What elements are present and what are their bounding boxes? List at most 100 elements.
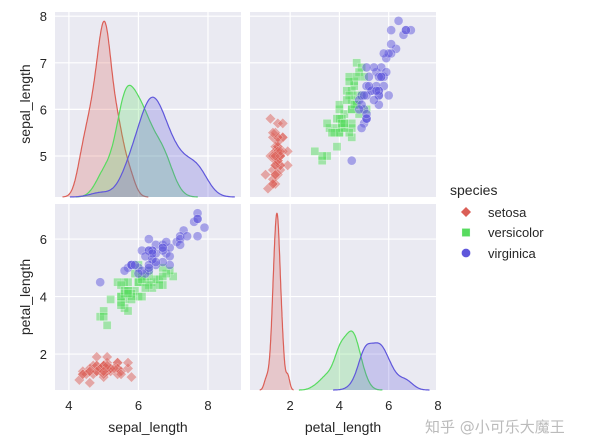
watermark: 知乎 @小可乐大魔王 — [425, 418, 565, 436]
point-virginica — [376, 72, 387, 82]
point-virginica — [346, 155, 357, 166]
y-axis-label-sepal: sepal_length — [17, 64, 33, 143]
y-tick-label: 5 — [40, 149, 47, 164]
point-versicolor — [317, 151, 327, 161]
point-virginica — [140, 251, 151, 262]
point-setosa — [84, 377, 96, 389]
point-virginica — [401, 25, 411, 35]
point-setosa — [264, 113, 276, 125]
kde-fill-setosa-petal_length — [259, 213, 294, 390]
x-tick-label: 6 — [385, 398, 392, 413]
point-setosa — [259, 169, 272, 181]
kde-fill-setosa-sepal_length — [62, 21, 149, 197]
point-virginica — [144, 263, 154, 273]
point-virginica — [386, 25, 396, 35]
y-axis-label-petal: petal_length — [17, 259, 33, 335]
x-axis-label-petal: petal_length — [305, 419, 381, 435]
point-virginica — [199, 222, 210, 233]
point-versicolor — [102, 321, 112, 330]
point-setosa — [272, 136, 284, 148]
point-virginica — [361, 109, 372, 119]
point-virginica — [386, 39, 396, 49]
point-virginica — [371, 86, 382, 96]
point-virginica — [361, 62, 372, 73]
point-versicolor — [322, 119, 332, 128]
point-virginica — [393, 16, 404, 26]
point-virginica — [364, 72, 374, 82]
legend-label-virginica: virginica — [488, 246, 536, 261]
point-virginica — [158, 242, 168, 253]
point-setosa — [98, 365, 110, 377]
point-versicolor — [137, 292, 147, 301]
point-setosa — [122, 362, 134, 374]
kde-line-setosa-sepal_length — [62, 20, 149, 198]
point-versicolor — [352, 58, 361, 68]
point-versicolor — [335, 128, 344, 137]
x-tick-label: 2 — [287, 398, 294, 413]
point-virginica — [182, 231, 192, 241]
point-setosa — [267, 178, 279, 190]
point-versicolor — [344, 128, 354, 137]
kde-line-virginica-sepal_length — [69, 96, 235, 198]
legend-label-setosa: setosa — [488, 205, 527, 220]
point-versicolor — [116, 300, 126, 310]
point-versicolor — [106, 295, 115, 304]
kde-line-virginica-petal_length — [333, 342, 430, 391]
kde-fill-versicolor-sepal_length — [75, 85, 198, 197]
point-virginica — [175, 240, 185, 250]
point-virginica — [369, 95, 379, 105]
point-setosa — [277, 117, 289, 129]
point-versicolor — [123, 289, 133, 298]
point-virginica — [383, 90, 394, 101]
kde-line-setosa-petal_length — [259, 212, 294, 391]
point-versicolor — [123, 306, 133, 316]
y-tick-label: 6 — [40, 102, 47, 117]
legend-title: species — [450, 182, 497, 198]
legend-marker-virginica — [461, 248, 471, 258]
point-virginica — [192, 231, 203, 241]
y-tick-label: 6 — [40, 232, 47, 247]
point-versicolor — [335, 100, 344, 110]
point-setosa — [125, 371, 138, 383]
legend-marker-versicolor — [461, 228, 471, 237]
point-setosa — [108, 362, 120, 374]
point-setosa — [269, 150, 281, 162]
x-tick-label: 4 — [336, 398, 343, 413]
y-tick-label: 7 — [40, 56, 47, 71]
point-setosa — [282, 159, 294, 171]
point-setosa — [282, 145, 294, 157]
point-setosa — [267, 127, 279, 139]
legend-marker-setosa — [460, 206, 472, 218]
point-virginica — [354, 104, 364, 115]
y-tick-label: 4 — [40, 290, 47, 305]
x-tick-label: 8 — [204, 398, 211, 413]
kde-fill-versicolor-petal_length — [298, 331, 383, 390]
point-versicolor — [310, 147, 320, 156]
point-virginica — [133, 268, 144, 279]
point-virginica — [151, 257, 161, 267]
y-tick-label: 2 — [40, 347, 47, 362]
point-versicolor — [154, 280, 164, 290]
kde-fill-virginica-petal_length — [333, 342, 430, 390]
point-versicolor — [332, 142, 342, 151]
point-versicolor — [158, 272, 168, 281]
x-tick-label: 4 — [65, 398, 72, 413]
point-virginica — [95, 277, 105, 287]
x-axis-label-sepal: sepal_length — [108, 419, 187, 435]
legend-label-versicolor: versicolor — [488, 225, 544, 240]
point-setosa — [84, 365, 96, 377]
point-versicolor — [352, 72, 361, 82]
kde-line-versicolor-sepal_length — [75, 84, 198, 198]
point-virginica — [364, 81, 374, 91]
point-virginica — [356, 123, 367, 133]
y-tick-label: 8 — [40, 9, 47, 24]
kde-line-versicolor-petal_length — [298, 330, 383, 391]
point-versicolor — [344, 77, 354, 86]
point-versicolor — [99, 312, 108, 321]
point-setosa — [115, 368, 127, 380]
kde-fill-virginica-sepal_length — [69, 97, 235, 197]
point-setosa — [269, 169, 281, 181]
